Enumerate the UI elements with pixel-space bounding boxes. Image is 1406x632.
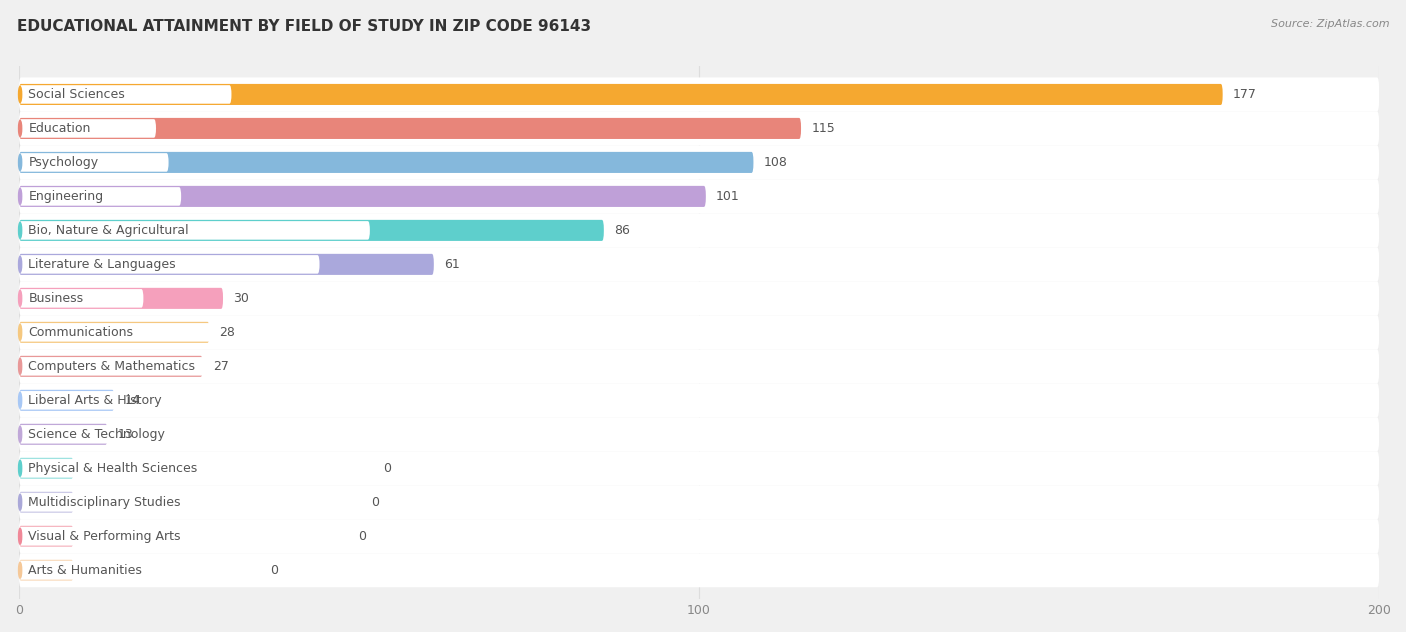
Circle shape xyxy=(18,392,21,408)
Text: 177: 177 xyxy=(1233,88,1257,101)
FancyBboxPatch shape xyxy=(20,255,319,274)
FancyBboxPatch shape xyxy=(20,289,143,308)
FancyBboxPatch shape xyxy=(20,485,1379,520)
FancyBboxPatch shape xyxy=(20,315,1379,349)
Text: 115: 115 xyxy=(811,122,835,135)
Circle shape xyxy=(18,155,21,170)
FancyBboxPatch shape xyxy=(20,78,1379,111)
Text: 86: 86 xyxy=(614,224,630,237)
Text: Psychology: Psychology xyxy=(28,156,98,169)
Text: 61: 61 xyxy=(444,258,460,271)
FancyBboxPatch shape xyxy=(20,323,219,342)
FancyBboxPatch shape xyxy=(20,247,1379,281)
FancyBboxPatch shape xyxy=(20,85,232,104)
Circle shape xyxy=(18,358,21,374)
Circle shape xyxy=(18,528,21,544)
FancyBboxPatch shape xyxy=(20,118,801,139)
FancyBboxPatch shape xyxy=(20,119,156,138)
FancyBboxPatch shape xyxy=(20,458,73,479)
FancyBboxPatch shape xyxy=(20,520,1379,553)
Text: 27: 27 xyxy=(212,360,229,373)
Text: Liberal Arts & History: Liberal Arts & History xyxy=(28,394,162,407)
Text: 13: 13 xyxy=(118,428,134,441)
FancyBboxPatch shape xyxy=(20,356,202,377)
Text: Business: Business xyxy=(28,292,83,305)
Circle shape xyxy=(18,461,21,476)
Text: 28: 28 xyxy=(219,326,235,339)
FancyBboxPatch shape xyxy=(20,322,209,343)
Text: Source: ZipAtlas.com: Source: ZipAtlas.com xyxy=(1271,19,1389,29)
FancyBboxPatch shape xyxy=(20,390,114,411)
FancyBboxPatch shape xyxy=(20,84,1223,105)
Text: Bio, Nature & Agricultural: Bio, Nature & Agricultural xyxy=(28,224,190,237)
FancyBboxPatch shape xyxy=(20,451,1379,485)
Circle shape xyxy=(18,427,21,442)
Text: Communications: Communications xyxy=(28,326,134,339)
FancyBboxPatch shape xyxy=(20,153,169,172)
FancyBboxPatch shape xyxy=(20,288,224,309)
Text: 0: 0 xyxy=(384,462,391,475)
Circle shape xyxy=(18,494,21,510)
FancyBboxPatch shape xyxy=(20,424,107,445)
Text: 101: 101 xyxy=(716,190,740,203)
FancyBboxPatch shape xyxy=(20,111,1379,145)
FancyBboxPatch shape xyxy=(20,459,370,478)
Text: Arts & Humanities: Arts & Humanities xyxy=(28,564,142,577)
FancyBboxPatch shape xyxy=(20,254,434,275)
FancyBboxPatch shape xyxy=(20,214,1379,247)
FancyBboxPatch shape xyxy=(20,186,706,207)
Circle shape xyxy=(18,121,21,137)
Circle shape xyxy=(18,87,21,102)
Text: 30: 30 xyxy=(233,292,249,305)
Text: Multidisciplinary Studies: Multidisciplinary Studies xyxy=(28,495,181,509)
FancyBboxPatch shape xyxy=(20,357,332,375)
Text: EDUCATIONAL ATTAINMENT BY FIELD OF STUDY IN ZIP CODE 96143: EDUCATIONAL ATTAINMENT BY FIELD OF STUDY… xyxy=(17,19,591,34)
FancyBboxPatch shape xyxy=(20,220,603,241)
Text: Engineering: Engineering xyxy=(28,190,104,203)
FancyBboxPatch shape xyxy=(20,553,1379,587)
FancyBboxPatch shape xyxy=(20,179,1379,214)
FancyBboxPatch shape xyxy=(20,492,73,513)
Circle shape xyxy=(18,562,21,578)
Text: Science & Technology: Science & Technology xyxy=(28,428,166,441)
FancyBboxPatch shape xyxy=(20,425,294,444)
Circle shape xyxy=(18,188,21,204)
FancyBboxPatch shape xyxy=(20,527,344,545)
Text: Education: Education xyxy=(28,122,91,135)
Text: 0: 0 xyxy=(270,564,278,577)
Text: Physical & Health Sciences: Physical & Health Sciences xyxy=(28,462,198,475)
Text: Visual & Performing Arts: Visual & Performing Arts xyxy=(28,530,181,543)
Text: 0: 0 xyxy=(371,495,378,509)
FancyBboxPatch shape xyxy=(20,349,1379,384)
FancyBboxPatch shape xyxy=(20,221,370,240)
FancyBboxPatch shape xyxy=(20,384,1379,417)
FancyBboxPatch shape xyxy=(20,281,1379,315)
Text: 108: 108 xyxy=(763,156,787,169)
Circle shape xyxy=(18,324,21,340)
Circle shape xyxy=(18,222,21,238)
FancyBboxPatch shape xyxy=(20,145,1379,179)
FancyBboxPatch shape xyxy=(20,187,181,205)
Text: Social Sciences: Social Sciences xyxy=(28,88,125,101)
FancyBboxPatch shape xyxy=(20,417,1379,451)
Circle shape xyxy=(18,257,21,272)
FancyBboxPatch shape xyxy=(20,152,754,173)
Text: Computers & Mathematics: Computers & Mathematics xyxy=(28,360,195,373)
FancyBboxPatch shape xyxy=(20,560,73,581)
Text: Literature & Languages: Literature & Languages xyxy=(28,258,176,271)
Text: 0: 0 xyxy=(359,530,367,543)
Text: 14: 14 xyxy=(124,394,141,407)
FancyBboxPatch shape xyxy=(20,391,319,410)
FancyBboxPatch shape xyxy=(20,561,257,580)
FancyBboxPatch shape xyxy=(20,526,73,547)
Circle shape xyxy=(18,291,21,307)
FancyBboxPatch shape xyxy=(20,493,357,511)
